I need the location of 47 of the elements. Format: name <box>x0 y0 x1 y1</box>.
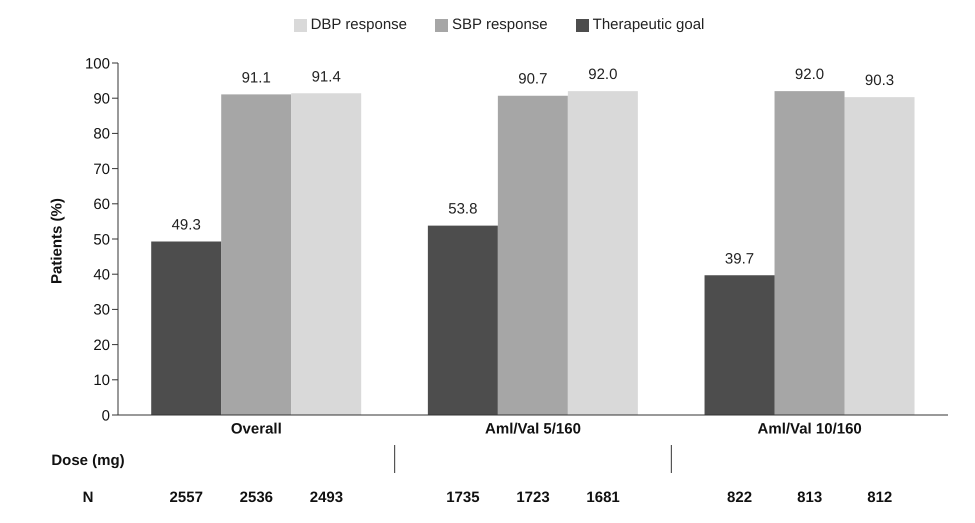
bar <box>774 91 845 415</box>
data-label: 90.3 <box>864 72 894 90</box>
bar <box>704 275 775 415</box>
data-label: 92.0 <box>588 66 618 84</box>
text: 1681 <box>586 489 620 506</box>
y-tick-label: 20 <box>93 336 110 354</box>
text: N <box>82 489 94 506</box>
y-tick-label: 80 <box>93 126 110 143</box>
x-tick-label: Aml/Val 5/160 <box>485 420 581 438</box>
bar <box>568 91 638 415</box>
bar <box>498 96 568 415</box>
bar <box>151 241 222 415</box>
data-label: 49.3 <box>172 216 201 234</box>
text: 1735 <box>446 489 480 506</box>
text: 2557 <box>170 489 203 506</box>
legend-label: Therapeutic goal <box>592 16 704 33</box>
text: 813 <box>797 489 822 506</box>
x-tick-label: Aml/Val 10/160 <box>758 420 862 438</box>
data-label: 53.8 <box>448 200 478 218</box>
text: 1723 <box>516 489 550 506</box>
y-tick-label: 90 <box>93 90 110 108</box>
y-tick-label: 0 <box>102 407 110 424</box>
x-axis-title: Dose (mg) <box>51 452 125 469</box>
y-tick-label: 50 <box>93 231 110 248</box>
y-tick-label: 30 <box>93 302 110 319</box>
data-label: 91.1 <box>242 69 271 86</box>
legend-label: DBP response <box>310 16 408 33</box>
bar <box>428 226 498 415</box>
bar <box>844 97 915 415</box>
y-tick-label: 40 <box>93 266 110 284</box>
y-tick-label: 10 <box>93 372 110 390</box>
text: 812 <box>867 489 892 506</box>
text: 822 <box>727 489 752 506</box>
text: 2536 <box>240 489 274 506</box>
text: 2493 <box>310 489 344 506</box>
y-tick-label: 60 <box>93 196 110 214</box>
data-label: 91.4 <box>312 68 341 86</box>
legend-label: SBP response <box>452 16 548 33</box>
bar <box>221 94 292 415</box>
x-tick-label: Overall <box>230 420 282 438</box>
y-tick-label: 70 <box>93 160 110 178</box>
y-tick-label: 100 <box>84 55 110 72</box>
data-label: 92.0 <box>794 66 824 84</box>
y-axis-title: Patients (%) <box>48 198 66 284</box>
bar <box>291 93 362 415</box>
data-label: 90.7 <box>518 70 548 88</box>
data-label: 39.7 <box>724 250 754 268</box>
